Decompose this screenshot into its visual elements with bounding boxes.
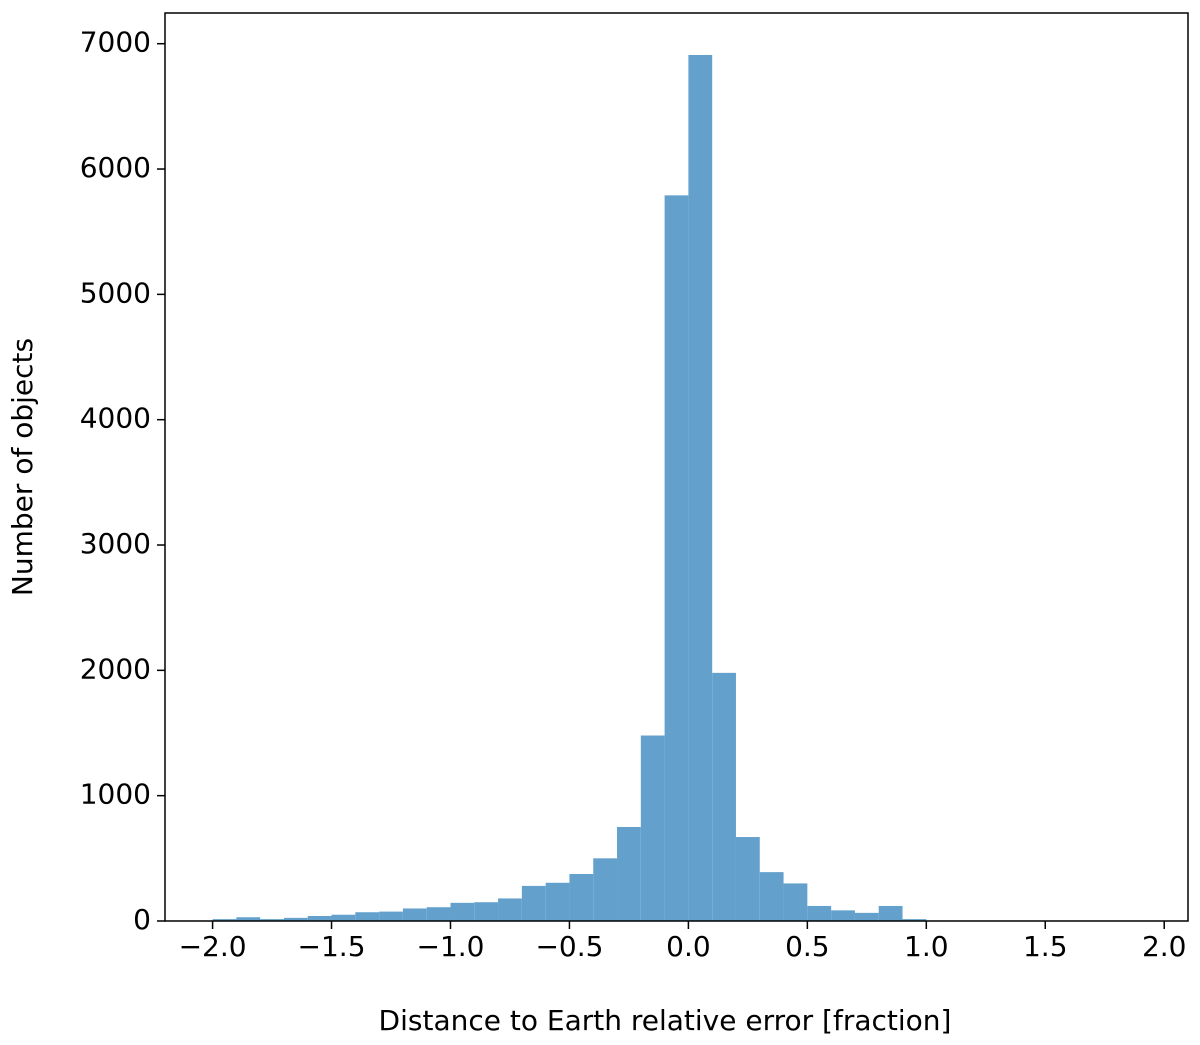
bar — [283, 917, 308, 921]
bar — [402, 908, 427, 921]
bar — [379, 911, 403, 921]
x-tick-label: −1.5 — [298, 930, 366, 963]
bar — [688, 54, 713, 922]
bar — [617, 827, 641, 921]
bar — [355, 912, 380, 921]
y-tick-label: 1000 — [80, 778, 151, 811]
y-tick-label: 5000 — [80, 276, 151, 309]
y-tick-label: 3000 — [80, 527, 151, 560]
x-tick-label: −0.5 — [535, 930, 603, 963]
x-tick-label: 0.5 — [785, 930, 830, 963]
y-tick-label: 0 — [133, 903, 151, 936]
bar — [569, 874, 594, 921]
y-axis-label: Number of objects — [6, 338, 39, 596]
bar — [498, 898, 522, 921]
bar — [712, 672, 736, 921]
bar — [450, 902, 475, 921]
y-tick-label: 6000 — [80, 151, 151, 184]
bar — [902, 919, 927, 921]
bar — [664, 195, 689, 922]
bar — [331, 914, 356, 921]
bar — [807, 905, 832, 921]
bar — [783, 883, 808, 921]
y-tick-label: 7000 — [80, 26, 151, 59]
bar — [878, 905, 903, 921]
bar — [260, 919, 284, 921]
x-tick-label: 1.5 — [1023, 930, 1068, 963]
bar — [735, 837, 760, 921]
y-tick-label: 2000 — [80, 652, 151, 685]
y-tick-label: 4000 — [80, 402, 151, 435]
bar — [854, 912, 879, 921]
bar — [426, 907, 451, 921]
bar — [593, 858, 618, 921]
bar — [831, 910, 855, 921]
plot-frame — [164, 12, 1189, 922]
bar — [640, 735, 665, 921]
bar — [236, 917, 261, 921]
x-tick-label: 0.0 — [666, 930, 711, 963]
x-axis-label: Distance to Earth relative error [fracti… — [379, 1004, 952, 1037]
x-tick-label: 1.0 — [904, 930, 949, 963]
x-tick-label: −2.0 — [179, 930, 247, 963]
bar — [212, 919, 237, 921]
bar — [521, 885, 546, 921]
bar — [307, 915, 332, 921]
x-tick-label: 2.0 — [1142, 930, 1187, 963]
bar — [545, 882, 570, 921]
x-tick-label: −1.0 — [416, 930, 484, 963]
bar — [759, 872, 784, 921]
bar — [474, 902, 499, 921]
